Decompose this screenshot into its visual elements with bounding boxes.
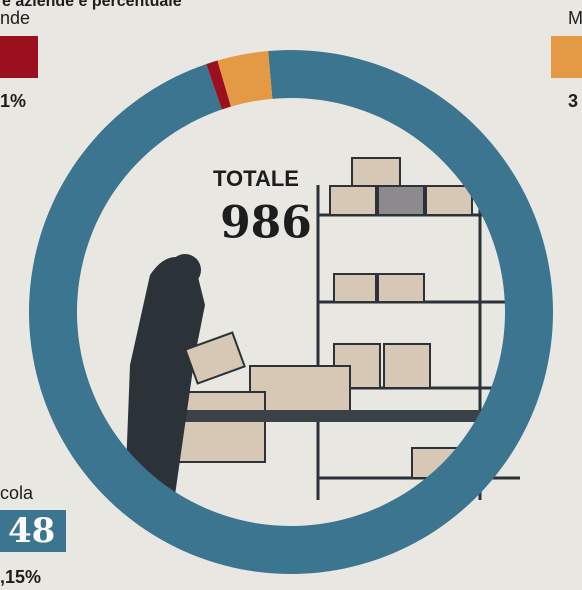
value-label: ,15% (0, 567, 41, 587)
conveyor (180, 410, 480, 422)
box (334, 274, 376, 302)
legend-label: cola (0, 483, 34, 503)
value-label: 3 (568, 91, 578, 111)
center-value: 986 (220, 198, 312, 249)
count-label: 48 (8, 511, 55, 551)
box (175, 392, 265, 462)
chart: e aziende e percentuale nde 1% M 3 cola … (0, 0, 582, 590)
box (352, 158, 400, 186)
legend-swatch (0, 36, 38, 78)
legend-swatch (551, 36, 582, 78)
legend-label: M (568, 8, 582, 28)
box (378, 274, 424, 302)
box (426, 186, 472, 215)
page: e aziende e percentuale nde 1% M 3 cola … (0, 0, 582, 590)
box (378, 186, 424, 215)
center-label: TOTALE (213, 166, 299, 191)
value-label: 1% (0, 91, 26, 111)
box (330, 186, 376, 215)
worker-head (169, 254, 201, 286)
box (384, 344, 430, 388)
legend-label: nde (0, 8, 30, 28)
